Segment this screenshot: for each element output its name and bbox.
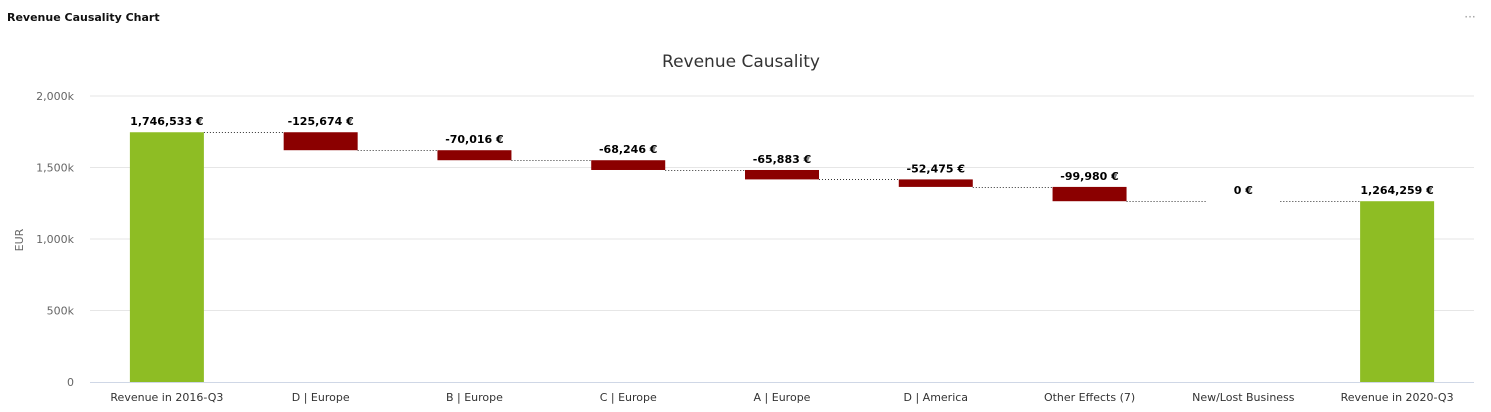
data-label: -70,016 € [445,133,504,146]
y-tick-label: 2,000k [36,90,74,103]
data-label: -52,475 € [907,162,966,175]
y-tick-label: 500k [47,305,75,318]
gridlines [90,95,1474,383]
data-label: -65,883 € [753,153,812,166]
data-label: -99,980 € [1060,170,1119,183]
bars [129,132,1435,382]
data-labels: 1,746,533 € -125,674 € -70,016 € -68,246 € -… [130,115,1434,197]
y-axis-label: EUR [13,228,26,251]
connectors [203,132,1361,202]
y-tick-label: 1,500k [36,162,74,175]
bar [129,132,204,382]
x-tick-label: D | America [904,391,969,404]
x-tick-label: New/Lost Business [1192,391,1295,404]
x-tick-labels: Revenue in 2016-Q3 D | Europe B | Europe C … [110,391,1453,404]
data-label: -68,246 € [599,143,658,156]
bar [437,150,512,161]
bar [1052,186,1127,202]
x-tick-label: Revenue in 2020-Q3 [1341,391,1454,404]
y-tick-label: 0 [67,376,74,389]
x-tick-label: B | Europe [446,391,503,404]
y-tick-label: 1,000k [36,233,74,246]
data-label: -125,674 € [288,115,354,128]
chart-title: Revenue Causality [662,52,820,72]
x-tick-label: A | Europe [754,391,811,404]
data-label: 1,264,259 € [1360,184,1433,197]
data-label: 1,746,533 € [130,115,203,128]
bar [1360,201,1435,382]
x-tick-label: Other Effects (7) [1044,391,1135,404]
ellipsis-icon[interactable]: ··· [1464,10,1476,24]
widget-title: Revenue Causality Chart [7,11,160,24]
data-label: 0 € [1234,184,1253,197]
bar [745,169,819,180]
bar [591,160,666,170]
x-tick-label: C | Europe [600,391,657,404]
bar [898,179,973,187]
x-tick-label: Revenue in 2016-Q3 [110,391,223,404]
bar [283,132,358,151]
x-tick-label: D | Europe [292,391,350,404]
y-tick-labels: 0 500k 1,000k 1,500k 2,000k [36,90,74,389]
